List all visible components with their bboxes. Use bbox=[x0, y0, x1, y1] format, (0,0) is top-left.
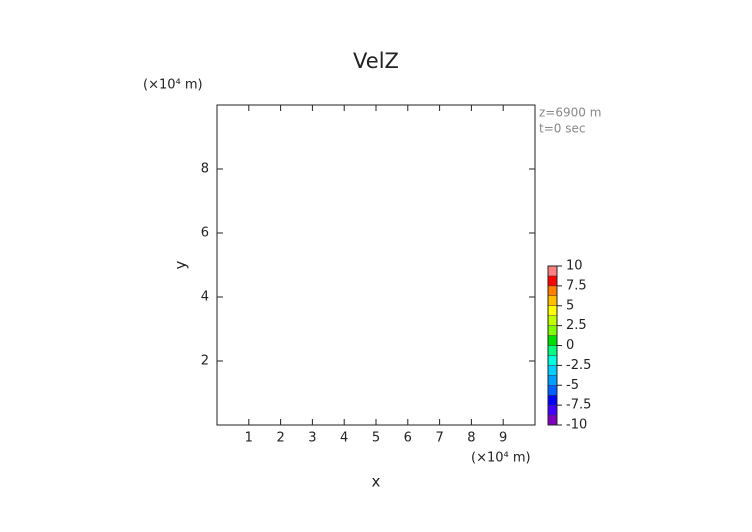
x-tick-label: 1 bbox=[245, 431, 253, 446]
annotation: t=0 sec bbox=[539, 122, 585, 136]
colorbar-band bbox=[547, 275, 558, 287]
colorbar-tick-label: 10 bbox=[566, 259, 583, 274]
colorbar-band bbox=[547, 295, 558, 306]
colorbar-band bbox=[547, 414, 558, 426]
y-axis-label: y bbox=[172, 260, 190, 269]
colorbar-band bbox=[547, 385, 558, 396]
colorbar-band bbox=[547, 394, 558, 406]
colorbar-band bbox=[547, 315, 558, 326]
colorbar-band bbox=[547, 375, 558, 386]
x-tick-label: 8 bbox=[467, 431, 475, 446]
x-tick-label: 2 bbox=[276, 431, 284, 446]
colorbar-tick-label: -5 bbox=[566, 378, 579, 393]
y-tick-label: 4 bbox=[201, 290, 209, 305]
annotation: z=6900 m bbox=[539, 106, 601, 120]
x-tick-label: 7 bbox=[435, 431, 443, 446]
colorbar-tick-label: 7.5 bbox=[566, 278, 587, 293]
chart-title: VelZ bbox=[353, 49, 399, 73]
colorbar-band bbox=[547, 355, 558, 366]
y-tick-label: 8 bbox=[201, 162, 209, 177]
colorbar-tick-label: 0 bbox=[566, 338, 574, 353]
x-tick-label: 5 bbox=[372, 431, 380, 446]
y-tick-label: 2 bbox=[201, 354, 209, 369]
y-unit: (×10⁴ m) bbox=[143, 78, 203, 93]
x-axis-label: x bbox=[372, 473, 381, 491]
x-tick-label: 3 bbox=[308, 431, 316, 446]
colorbar-tick-label: -7.5 bbox=[566, 398, 591, 413]
colorbar-band bbox=[547, 404, 558, 416]
colorbar-band bbox=[547, 305, 558, 316]
colorbar-tick-label: -10 bbox=[566, 418, 587, 433]
colorbar-band bbox=[547, 335, 558, 346]
colorbar-band bbox=[547, 265, 558, 277]
plot-frame bbox=[216, 104, 536, 426]
colorbar-tick-label: -2.5 bbox=[566, 358, 591, 373]
colorbar-tick-label: 2.5 bbox=[566, 318, 587, 333]
x-tick-label: 9 bbox=[499, 431, 507, 446]
colorbar-band bbox=[547, 365, 558, 376]
colorbar-band bbox=[547, 285, 558, 297]
colorbar-band bbox=[547, 345, 558, 356]
x-unit: (×10⁴ m) bbox=[471, 451, 531, 466]
y-tick-label: 6 bbox=[201, 226, 209, 241]
x-tick-label: 6 bbox=[404, 431, 412, 446]
x-tick-label: 4 bbox=[340, 431, 348, 446]
colorbar-band bbox=[547, 325, 558, 336]
colorbar-tick-label: 5 bbox=[566, 298, 574, 313]
